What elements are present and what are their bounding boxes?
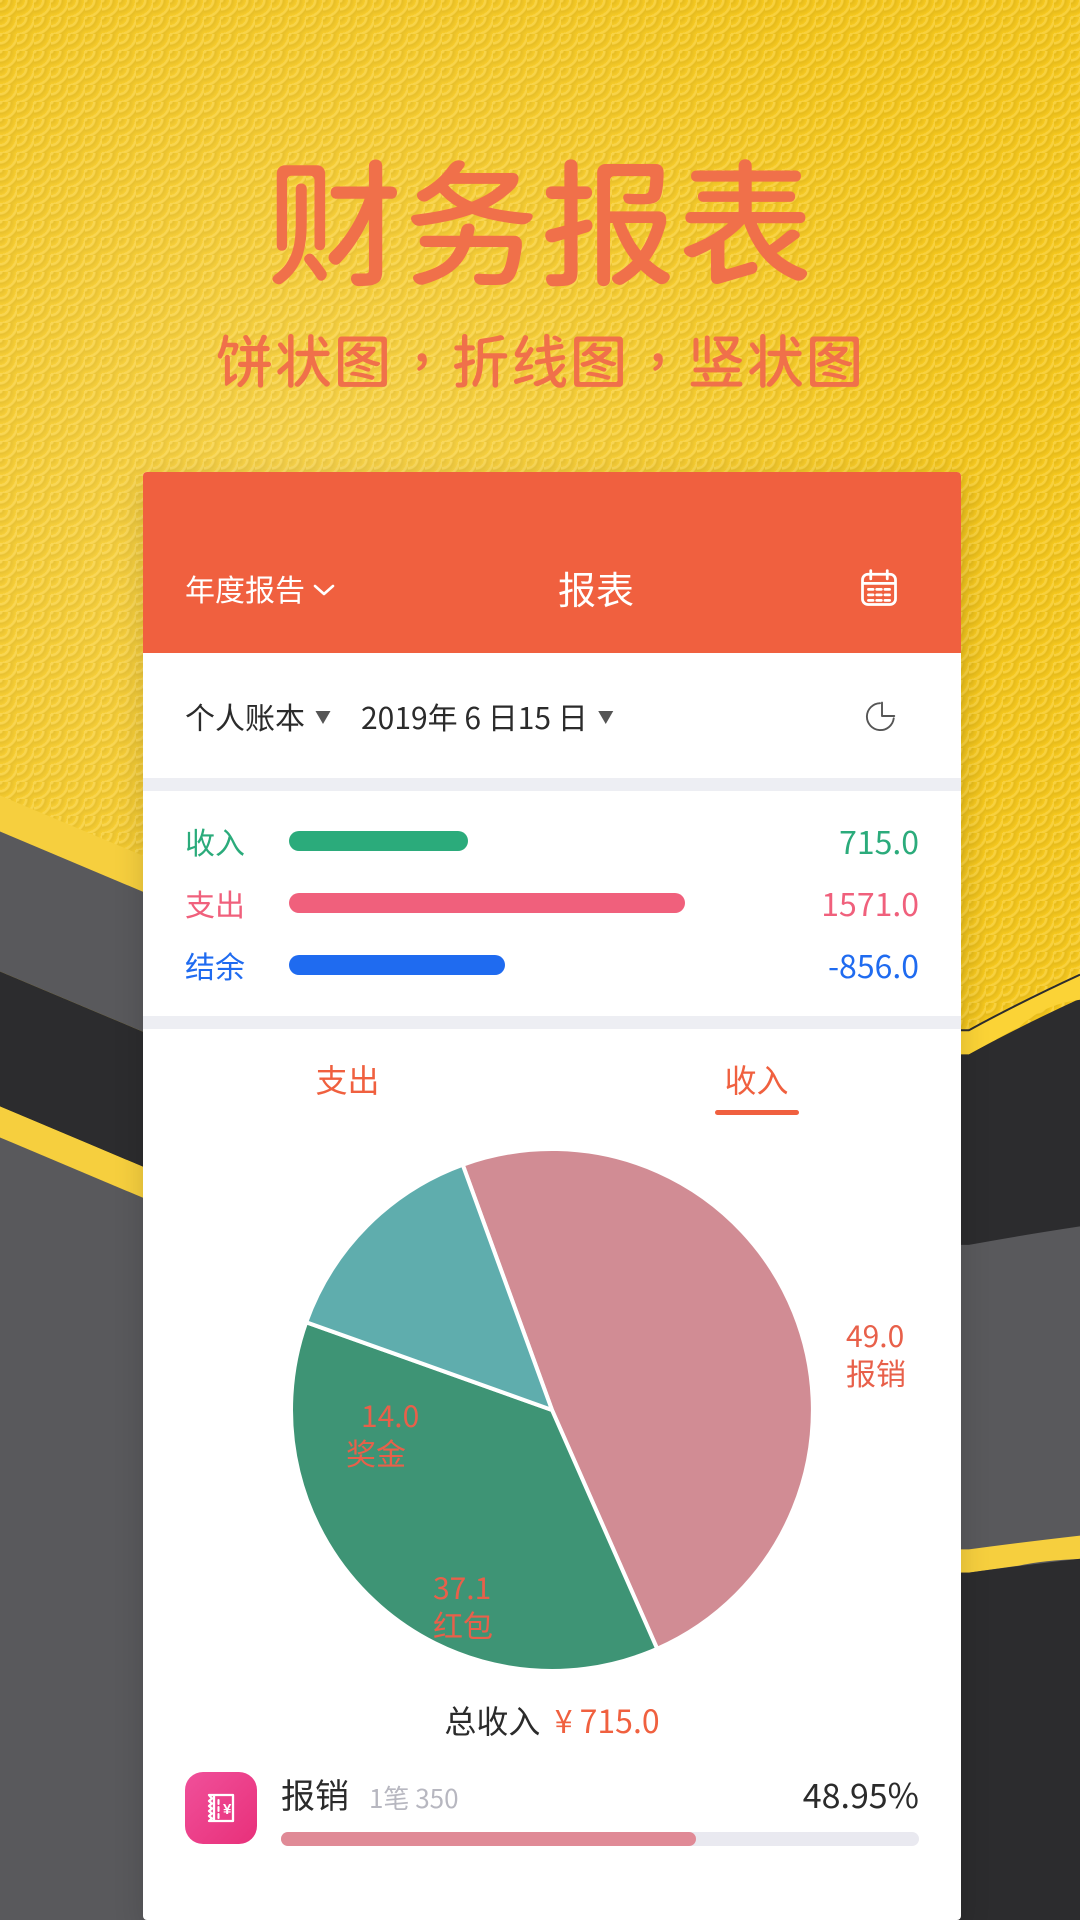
svg-text:¥: ¥ [223,1801,232,1818]
svg-text:红包: 红包 [433,1602,493,1646]
svg-text:奖金: 奖金 [346,1430,406,1474]
svg-text:报销: 报销 [846,1350,906,1394]
